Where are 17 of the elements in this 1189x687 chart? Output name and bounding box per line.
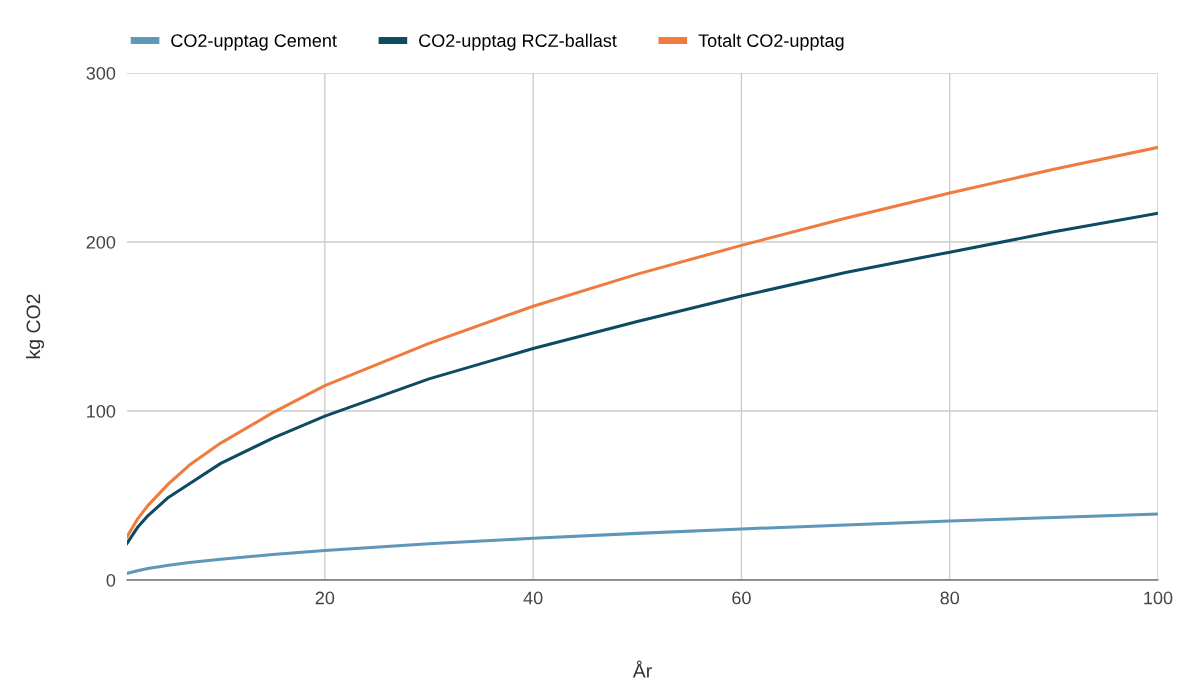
x-tick-label: 60	[732, 591, 751, 605]
y-tick-label: 0	[106, 573, 116, 587]
line-series	[127, 145, 1158, 539]
y-axis-title: kg CO2	[25, 294, 45, 359]
line-series	[127, 512, 1158, 575]
x-tick-label: 100	[1144, 591, 1173, 605]
y-tick-label: 200	[86, 235, 116, 249]
line-series	[127, 211, 1158, 545]
x-axis-title: År	[632, 660, 652, 678]
y-tick-label: 100	[87, 404, 116, 418]
x-tick-label: 20	[315, 591, 335, 605]
legend-label: Totalt CO2-upptag	[698, 33, 844, 51]
legend-label: CO2-upptag RCZ-ballast	[419, 33, 617, 51]
x-tick-label: 40	[523, 591, 543, 605]
x-tick-label: 80	[940, 591, 960, 605]
legend-label: CO2-upptag Cement	[171, 34, 337, 51]
y-tick-label: 300	[86, 66, 116, 80]
